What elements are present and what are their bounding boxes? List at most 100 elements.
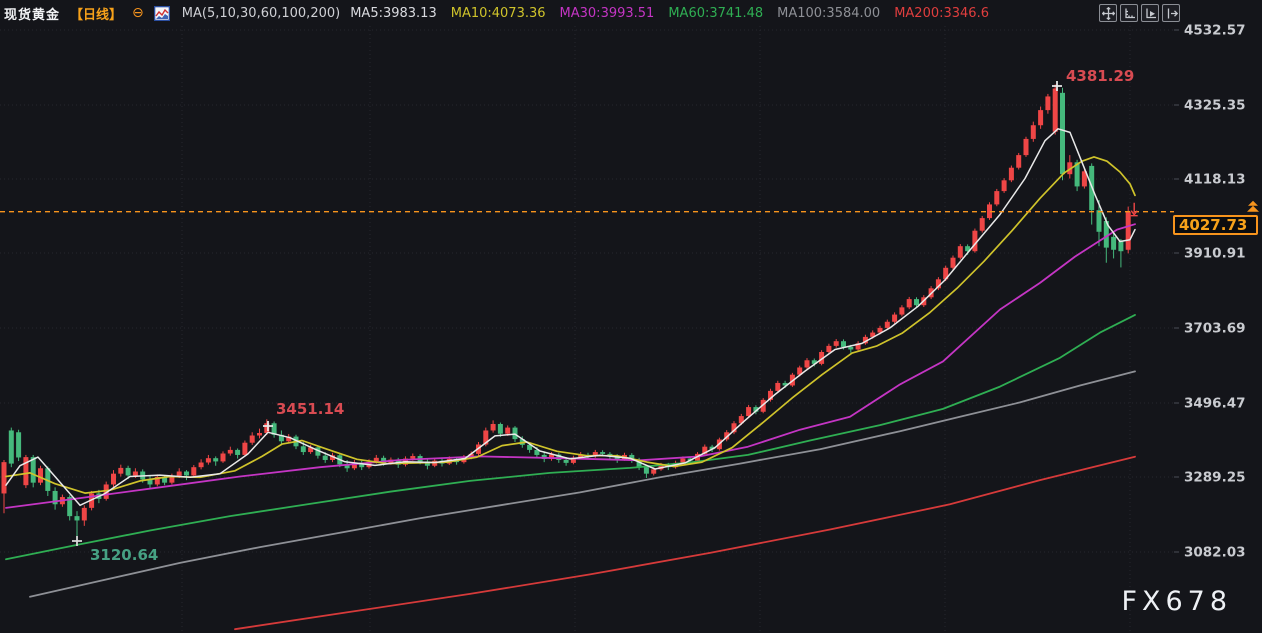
candle [914, 299, 919, 306]
candle [45, 468, 51, 491]
candle [1001, 180, 1007, 192]
candle [169, 475, 175, 483]
candle [848, 346, 854, 350]
ma-settings-label[interactable]: MA(5,10,30,60,100,200) [181, 5, 341, 21]
candle [527, 444, 533, 450]
candle [629, 454, 635, 460]
candle [220, 453, 226, 462]
candle [570, 457, 576, 463]
y-axis-label: 3910.91 [1184, 246, 1246, 262]
candle [1038, 110, 1044, 126]
chart-header: 现货黄金 【日线】 ⊖ MA(5,10,30,60,100,200) MA5:3… [0, 0, 1262, 26]
candle [410, 456, 416, 459]
candle [23, 457, 29, 486]
y-axis-label: 3496.47 [1184, 396, 1246, 412]
ma200-line [234, 455, 1136, 631]
candle [1096, 210, 1102, 232]
candle [257, 432, 262, 436]
candle [651, 469, 657, 474]
candle [330, 455, 335, 460]
candle [483, 430, 489, 445]
axis-scale-play-icon[interactable] [1141, 4, 1159, 22]
candle [1030, 125, 1036, 139]
candle [643, 467, 649, 474]
candle [709, 446, 715, 450]
candle [271, 423, 277, 435]
candle [132, 471, 138, 476]
axis-scale-left-icon[interactable] [1120, 4, 1138, 22]
candle [804, 360, 810, 368]
ma60-line [5, 313, 1136, 561]
ma-value: MA200:3346.6 [894, 5, 989, 21]
candle [424, 461, 430, 466]
ma-value: MA10:4073.36 [450, 5, 546, 21]
candle [468, 453, 474, 458]
candle [154, 476, 160, 485]
candle [344, 464, 350, 469]
candle [103, 484, 109, 499]
candle [227, 449, 233, 454]
candle [286, 436, 292, 442]
candle [833, 341, 839, 346]
candle [1016, 155, 1022, 168]
candle [184, 471, 189, 476]
y-axis-label: 3703.69 [1184, 321, 1246, 337]
candle [300, 446, 306, 453]
candle [308, 447, 314, 453]
candle [52, 490, 58, 505]
last-price-badge: 4027.73 [1173, 214, 1258, 235]
candle [8, 430, 14, 464]
candle [870, 332, 876, 337]
candle [38, 468, 43, 483]
candle [235, 449, 241, 455]
candle [760, 399, 766, 412]
mini-chart-icon[interactable] [153, 5, 171, 21]
timeframe-label[interactable]: 【日线】 [70, 7, 123, 23]
candle [213, 458, 219, 462]
ma5-line [5, 128, 1136, 507]
candle [205, 458, 211, 463]
price-annotation: 3451.14 [276, 400, 344, 418]
candle [979, 218, 985, 231]
candle [1, 462, 7, 494]
candle [162, 476, 168, 483]
candle [118, 467, 124, 474]
candle [614, 456, 620, 460]
candle [972, 230, 978, 252]
ma-legend: MA5:3983.13 MA10:4073.36 MA30:3993.51 MA60:… [350, 6, 989, 21]
candle [702, 446, 708, 454]
candle [563, 459, 569, 463]
candle [147, 479, 153, 485]
candle [899, 307, 905, 315]
candle [578, 454, 584, 458]
y-axis-label: 4118.13 [1184, 172, 1246, 188]
candle [264, 423, 270, 433]
candle [943, 267, 949, 280]
y-axis-label: 3082.03 [1184, 545, 1246, 561]
ma-value: MA100:3584.00 [777, 5, 881, 21]
candle [541, 454, 547, 459]
candle [1008, 167, 1014, 181]
candle [512, 427, 518, 440]
candle [658, 464, 664, 470]
candle [819, 352, 825, 364]
candle [176, 471, 182, 476]
candle [1052, 88, 1058, 132]
collapse-panel-right-icon[interactable] [1162, 4, 1180, 22]
candle [490, 423, 496, 431]
candle [884, 321, 890, 328]
candle [322, 455, 328, 460]
candle [1081, 171, 1087, 187]
candle [877, 327, 883, 333]
ma30-line [5, 223, 1136, 509]
candle [841, 341, 846, 347]
candle [373, 457, 379, 462]
candle [811, 360, 817, 364]
candle [198, 462, 204, 468]
pan-icon[interactable] [1099, 4, 1117, 22]
collapse-indicator-icon[interactable]: ⊖ [132, 5, 144, 21]
candle [738, 416, 744, 424]
candle [782, 382, 788, 386]
